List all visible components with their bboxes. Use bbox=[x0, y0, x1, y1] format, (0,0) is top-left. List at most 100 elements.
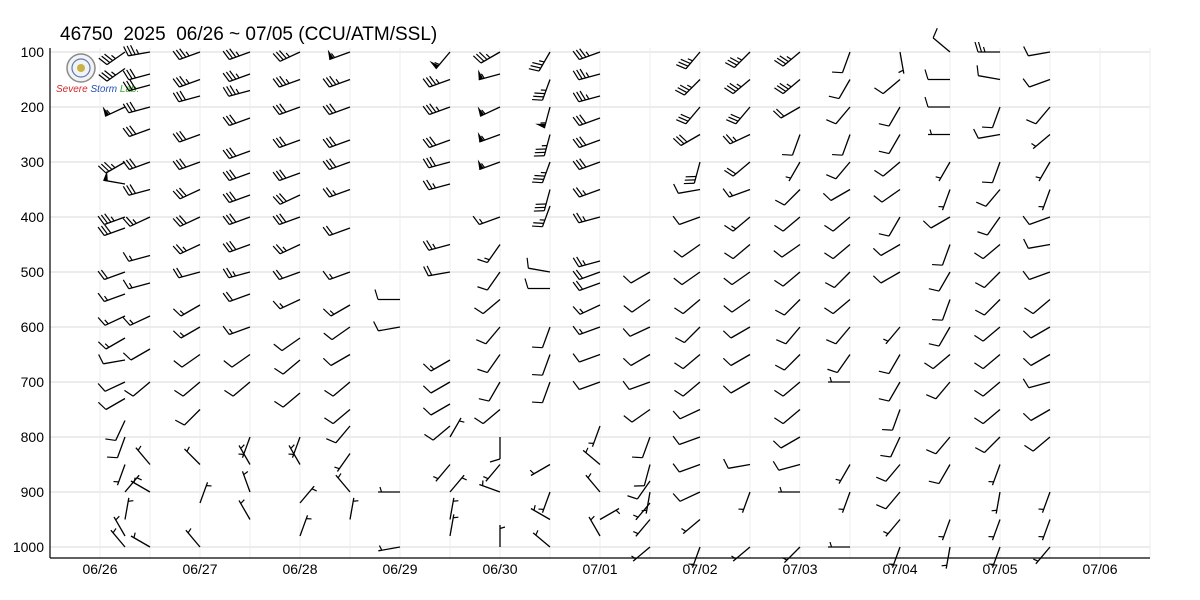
barb-layer bbox=[97, 28, 1051, 569]
wind-barb bbox=[724, 161, 751, 177]
wind-barb bbox=[122, 101, 151, 114]
wind-barb bbox=[928, 326, 951, 347]
wind-barb bbox=[422, 179, 451, 191]
wind-barb bbox=[878, 381, 901, 402]
wind-barb bbox=[499, 525, 506, 547]
wind-barb bbox=[222, 267, 251, 279]
wind-barb bbox=[976, 189, 1001, 207]
wind-barb bbox=[422, 136, 451, 149]
wind-barb bbox=[673, 183, 701, 194]
y-tick-label: 800 bbox=[21, 429, 45, 445]
wind-barb bbox=[1022, 408, 1051, 422]
wind-barb bbox=[378, 545, 401, 552]
wind-barb bbox=[373, 321, 401, 332]
wind-barb bbox=[533, 189, 551, 212]
wind-barb bbox=[322, 75, 351, 88]
wind-barb bbox=[924, 354, 951, 370]
wind-barb bbox=[422, 359, 451, 372]
wind-barb bbox=[183, 446, 201, 465]
wind-barb bbox=[272, 103, 301, 116]
wind-barb bbox=[489, 437, 501, 463]
wind-barb bbox=[882, 409, 901, 431]
wind-barb bbox=[535, 106, 551, 129]
wind-barb bbox=[785, 161, 801, 182]
wind-barb bbox=[322, 304, 351, 317]
wind-barb bbox=[722, 353, 751, 367]
wind-barb bbox=[672, 463, 701, 473]
wind-barb bbox=[274, 392, 301, 408]
wind-barb bbox=[722, 133, 751, 145]
x-tick-label: 07/04 bbox=[882, 561, 917, 577]
wind-barb bbox=[935, 161, 951, 182]
wind-barb bbox=[774, 216, 801, 232]
wind-barb bbox=[172, 48, 201, 61]
wind-barb bbox=[974, 409, 1001, 425]
wind-barb bbox=[988, 546, 1001, 568]
y-tick-label: 500 bbox=[21, 264, 45, 280]
y-tick-label: 100 bbox=[21, 44, 45, 60]
wind-barb bbox=[926, 381, 951, 400]
wind-barb bbox=[449, 417, 465, 438]
wind-barb bbox=[938, 519, 951, 541]
wind-barb bbox=[1038, 519, 1051, 541]
logo-text-lab: Lab. bbox=[119, 84, 140, 95]
wind-barb bbox=[731, 546, 751, 562]
wind-barb bbox=[1024, 436, 1051, 452]
wind-barb bbox=[449, 497, 459, 520]
wind-barb bbox=[826, 106, 851, 125]
wind-barb bbox=[898, 51, 905, 74]
wind-barb bbox=[772, 436, 801, 449]
wind-barb bbox=[272, 298, 301, 310]
wind-barb bbox=[374, 289, 400, 301]
wind-barb bbox=[672, 435, 701, 446]
wind-barb bbox=[1023, 238, 1051, 249]
wind-barb bbox=[528, 51, 551, 72]
wind-barb bbox=[172, 326, 201, 339]
wind-barb bbox=[532, 161, 551, 184]
wind-barb bbox=[529, 463, 551, 477]
wind-barb bbox=[98, 67, 126, 82]
wind-barb bbox=[774, 51, 801, 67]
wind-barb bbox=[1022, 353, 1051, 367]
wind-barb bbox=[472, 215, 501, 226]
wind-barb bbox=[378, 486, 400, 493]
wind-barb bbox=[1024, 299, 1051, 315]
wind-barb bbox=[124, 497, 134, 520]
wind-barb bbox=[873, 188, 901, 203]
wind-barb bbox=[124, 381, 151, 397]
wind-barb bbox=[623, 408, 651, 423]
x-tick-label: 06/30 bbox=[482, 561, 517, 577]
wind-barb bbox=[122, 348, 151, 361]
wind-barb bbox=[872, 243, 901, 257]
chart-title: 46750 2025 06/26 ~ 07/05 (CCU/ATM/SSL) bbox=[60, 24, 438, 45]
y-tick-label: 600 bbox=[21, 319, 45, 335]
wind-barb bbox=[974, 41, 1000, 53]
wind-barb bbox=[272, 50, 301, 62]
wind-barb bbox=[824, 216, 851, 232]
wind-barb bbox=[272, 136, 301, 149]
wind-barb bbox=[988, 464, 1001, 486]
wind-barb bbox=[832, 51, 851, 74]
wind-barb bbox=[723, 271, 751, 286]
wind-barb bbox=[172, 130, 201, 143]
wind-barb bbox=[674, 299, 701, 315]
wind-barb bbox=[926, 436, 951, 455]
wind-barb bbox=[422, 403, 451, 416]
wind-barb bbox=[538, 491, 551, 513]
x-tick-label: 06/27 bbox=[182, 561, 217, 577]
wind-barb bbox=[272, 213, 301, 226]
wind-barb bbox=[324, 409, 351, 425]
wind-barb bbox=[674, 326, 701, 344]
wind-barb bbox=[631, 546, 651, 562]
wind-barb bbox=[422, 103, 451, 116]
wind-barb bbox=[532, 205, 551, 228]
wind-barb bbox=[272, 269, 301, 281]
wind-barb bbox=[1022, 270, 1051, 281]
wind-barb bbox=[572, 380, 601, 391]
wind-barb bbox=[676, 51, 701, 70]
wind-barb bbox=[274, 359, 301, 375]
wind-barb bbox=[724, 79, 751, 95]
wind-barb bbox=[922, 216, 951, 229]
wind-barb bbox=[530, 505, 551, 521]
